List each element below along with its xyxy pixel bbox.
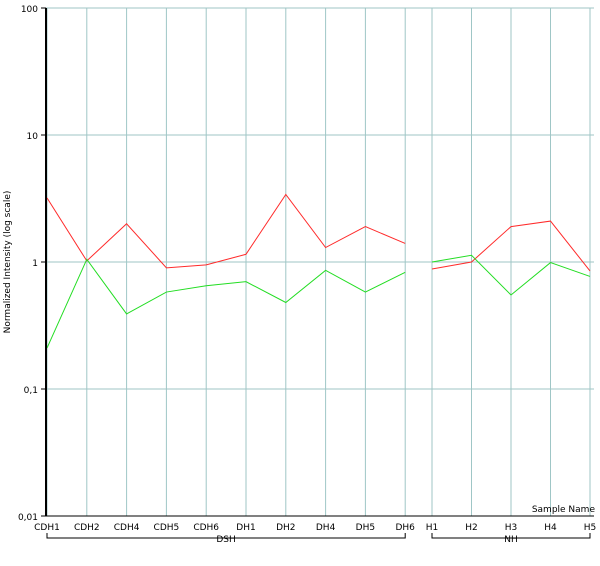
y-tick-label: 10 bbox=[27, 132, 39, 142]
x-axis-label: Sample Name bbox=[532, 505, 596, 515]
group-bracket bbox=[46, 533, 406, 539]
x-tick-label: CDH4 bbox=[114, 523, 140, 533]
x-tick-label: DH2 bbox=[276, 523, 295, 533]
x-tick-label: CDH1 bbox=[34, 523, 60, 533]
y-tick-label: 0,01 bbox=[18, 513, 38, 523]
x-tick-label: H4 bbox=[544, 523, 557, 533]
y-axis-label: Normalized Intensity (log scale) bbox=[3, 191, 13, 334]
x-tick-label: H5 bbox=[584, 523, 597, 533]
x-tick-label: H3 bbox=[505, 523, 518, 533]
x-tick-label: DH1 bbox=[236, 523, 255, 533]
y-tick-label: 100 bbox=[21, 5, 38, 15]
series-layer bbox=[46, 193, 591, 349]
series-2-line bbox=[46, 258, 406, 349]
group-label: NH bbox=[504, 535, 518, 545]
x-tick-label: DH5 bbox=[356, 523, 375, 533]
x-tick-label: DH4 bbox=[316, 523, 336, 533]
series-1-line bbox=[431, 220, 591, 272]
x-tick-label: H1 bbox=[426, 523, 439, 533]
group-bracket bbox=[431, 533, 591, 539]
x-tick-label: CDH6 bbox=[193, 523, 219, 533]
series-1-line bbox=[46, 193, 406, 269]
x-tick-label: CDH5 bbox=[154, 523, 180, 533]
x-tick-label: H2 bbox=[465, 523, 478, 533]
series-2-line bbox=[431, 254, 591, 296]
x-tick-label: CDH2 bbox=[74, 523, 100, 533]
x-tick-label: DH6 bbox=[395, 523, 415, 533]
y-tick-label: 1 bbox=[32, 259, 38, 269]
axes bbox=[41, 7, 594, 539]
y-tick-label: 0,1 bbox=[24, 386, 38, 396]
group-label: DSH bbox=[216, 535, 235, 545]
